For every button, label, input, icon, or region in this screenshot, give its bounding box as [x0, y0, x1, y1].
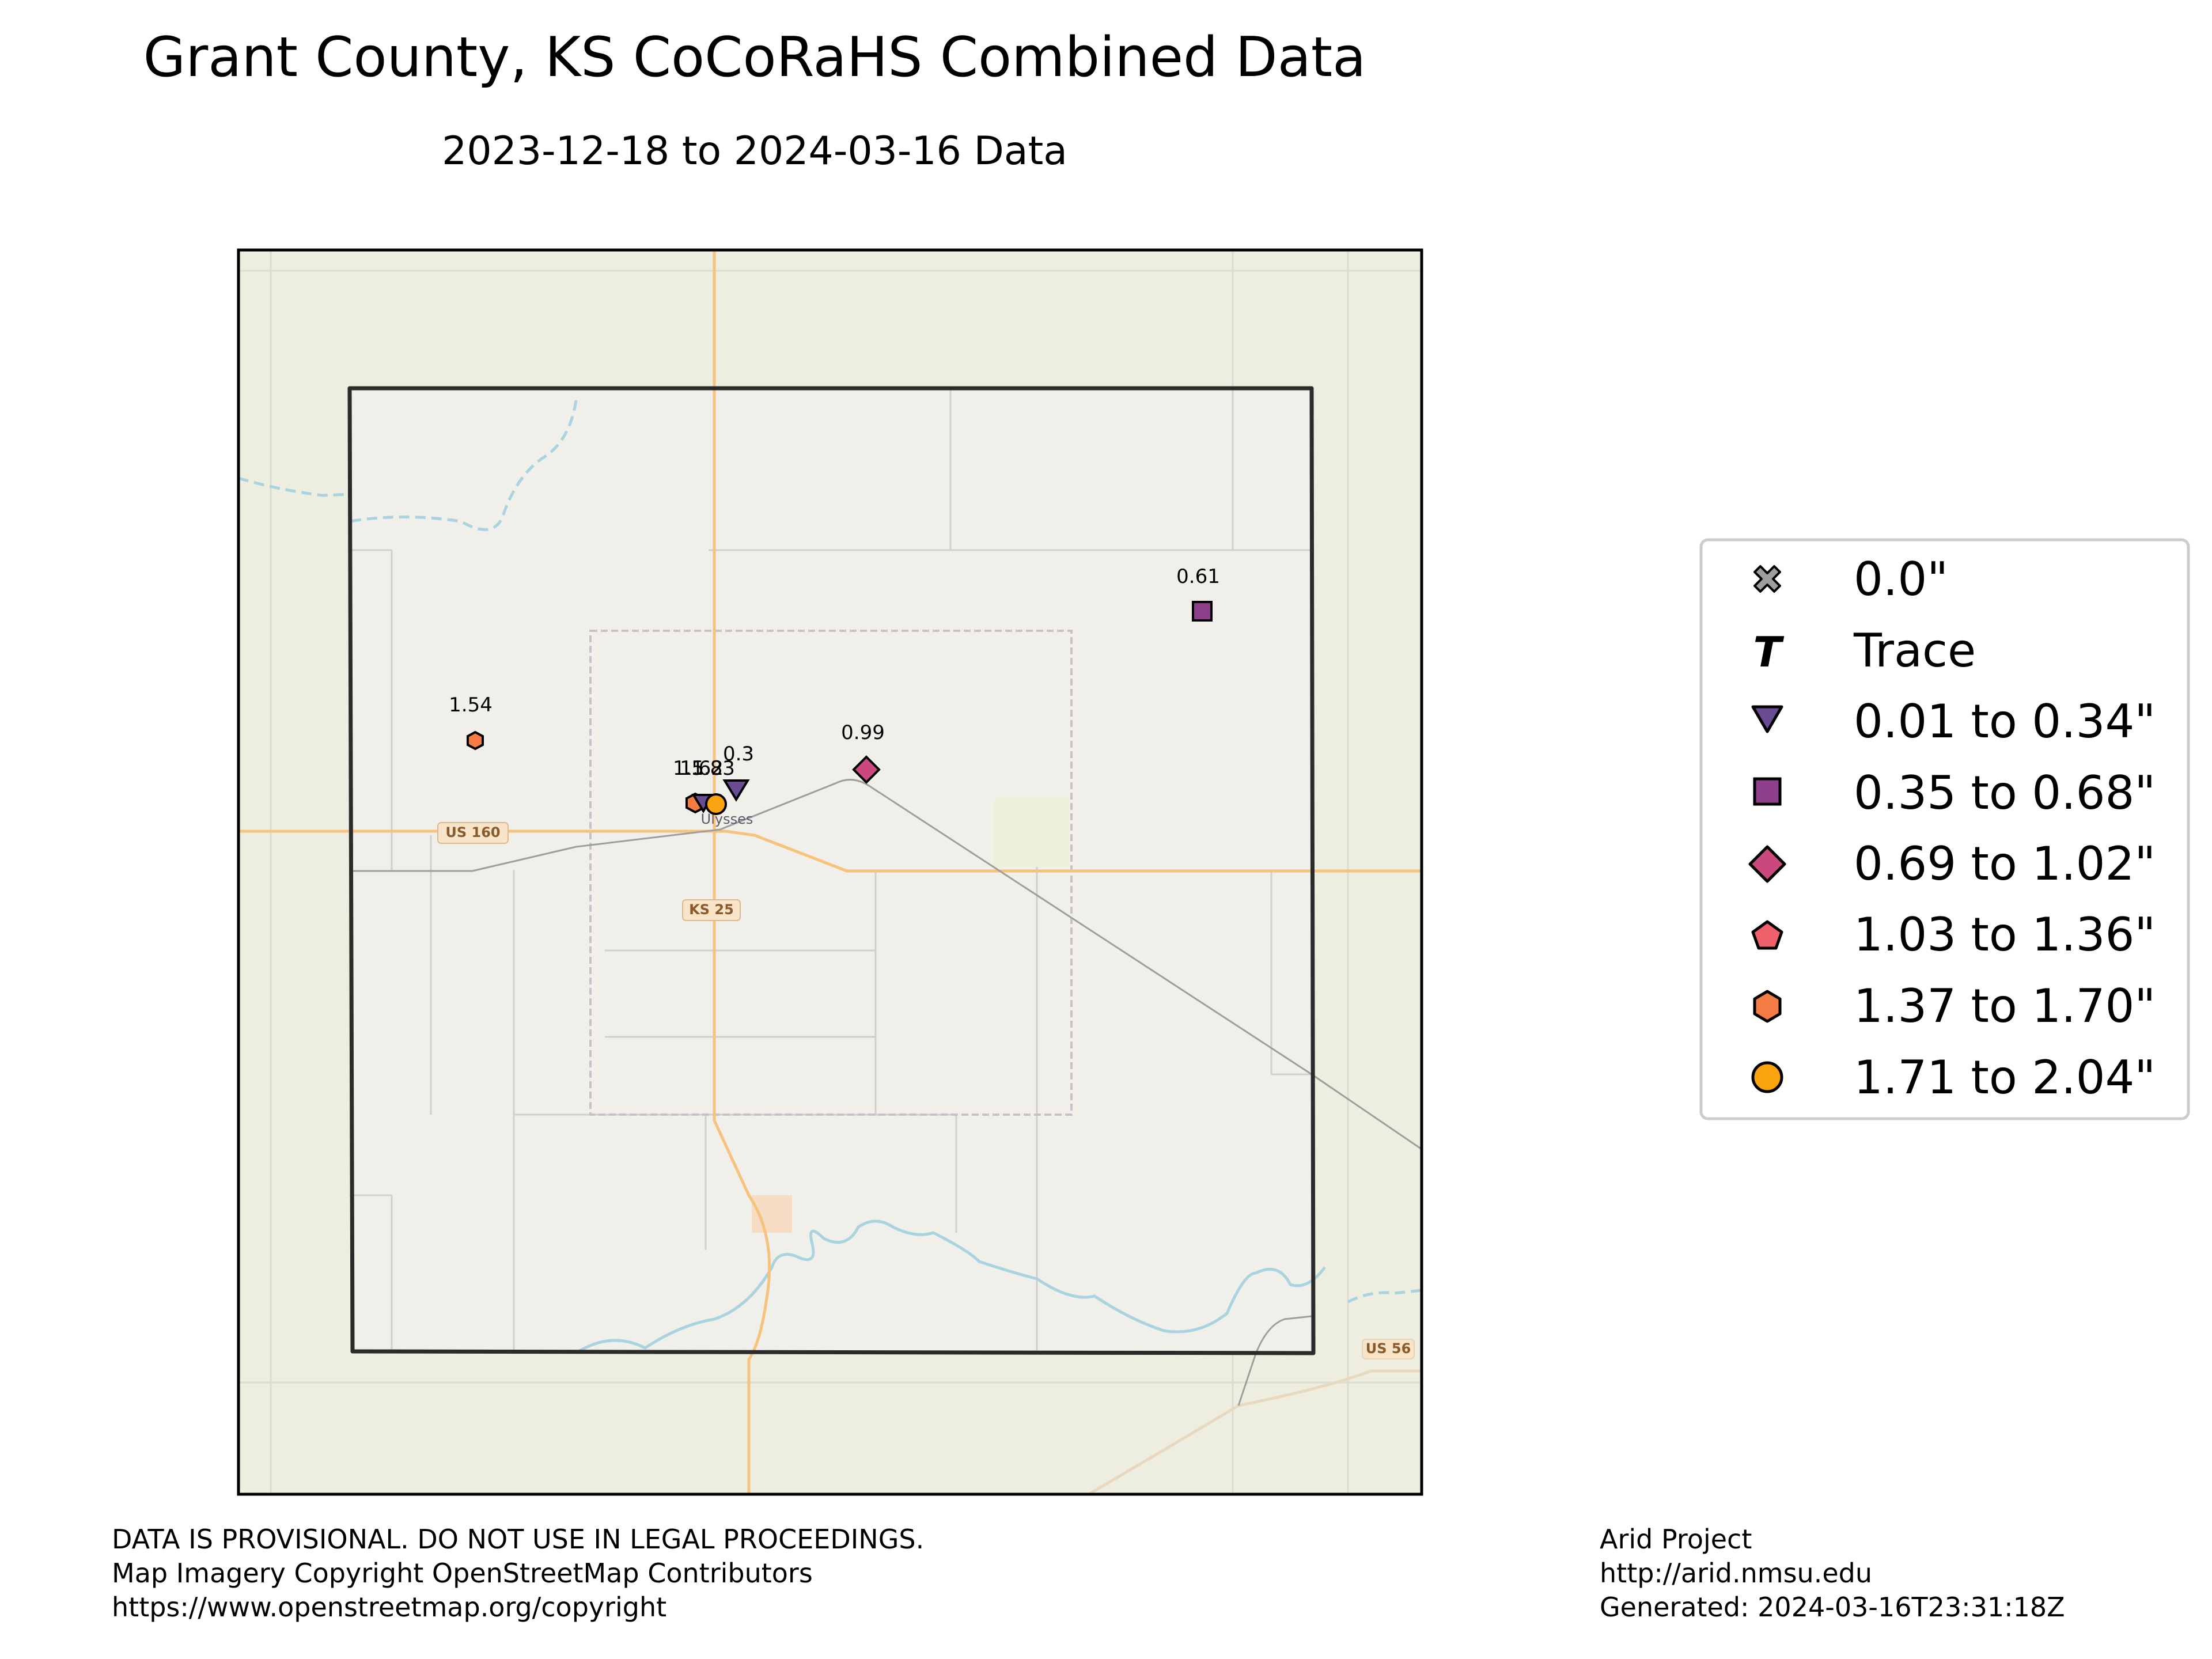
- x-icon: [1753, 565, 1781, 593]
- station-marker-triangle: 1.62: [680, 757, 724, 813]
- town-label: Ulysses: [701, 811, 753, 827]
- county-border: [347, 386, 1316, 1355]
- circle-icon: [1751, 1061, 1783, 1093]
- svg-text:KS 25: KS 25: [689, 902, 734, 918]
- legend-item: 0.0": [1753, 552, 1948, 606]
- page-title: Grant County, KS CoCoRaHS Combined Data: [143, 26, 1366, 89]
- project-name: Arid Project: [1600, 1524, 1752, 1555]
- svg-text:1.37 to 1.70": 1.37 to 1.70": [1854, 979, 2156, 1033]
- square-icon: [1753, 777, 1782, 806]
- city-boundary: [589, 630, 1073, 1116]
- major-roads: [238, 250, 1422, 1494]
- station-label: 1.62: [680, 757, 724, 780]
- map-frame: [237, 248, 1423, 1496]
- station-label: 0.99: [841, 721, 885, 744]
- us160-shield: US 160: [437, 822, 509, 844]
- legend: 0.0" T Trace 0.01 to 0.34" 0.35 to 0.68"…: [1699, 538, 2190, 1120]
- station-label: 1.54: [449, 694, 493, 717]
- legend-item: 0.01 to 0.34": [1751, 695, 2156, 748]
- station-marker-circle: 1.83: [691, 757, 735, 815]
- page-subtitle: 2023-12-18 to 2024-03-16 Data: [442, 128, 1067, 174]
- station-markers: 0.61 1.54 0.99 0.3 1.5 1.62 1.83: [449, 565, 1220, 815]
- svg-text:0.0": 0.0": [1854, 552, 1948, 606]
- project-link[interactable]: http://arid.nmsu.edu: [1600, 1558, 1872, 1589]
- station-marker-square: 0.61: [1176, 565, 1220, 622]
- legend-item: 1.71 to 2.04": [1751, 1051, 2156, 1104]
- park-area: [994, 798, 1069, 867]
- hexagon-icon: [1753, 990, 1782, 1023]
- copyright-text: Map Imagery Copyright OpenStreetMap Cont…: [112, 1558, 813, 1589]
- copyright-link[interactable]: https://www.openstreetmap.org/copyright: [112, 1592, 666, 1623]
- station-marker-hexagon: 1.54: [449, 694, 493, 751]
- svg-text:1.71 to 2.04": 1.71 to 2.04": [1854, 1051, 2156, 1104]
- station-label: 1.83: [691, 757, 735, 780]
- svg-text:1.03 to 1.36": 1.03 to 1.36": [1854, 908, 2156, 961]
- us56-shield: US 56: [1362, 1339, 1415, 1359]
- t-icon: T: [1753, 628, 1784, 676]
- svg-text:US 160: US 160: [445, 824, 500, 840]
- legend-item: T Trace: [1753, 624, 1976, 677]
- ks25-shield: KS 25: [682, 899, 741, 921]
- legend-item: 0.69 to 1.02": [1748, 837, 2156, 891]
- legend-item: 1.37 to 1.70": [1753, 979, 2156, 1033]
- generated-timestamp: Generated: 2024-03-16T23:31:18Z: [1600, 1592, 2065, 1623]
- station-marker-diamond: 0.99: [841, 721, 885, 784]
- legend-item: 0.35 to 0.68": [1753, 766, 2156, 820]
- svg-text:Trace: Trace: [1853, 624, 1976, 677]
- station-label: 0.3: [723, 743, 754, 766]
- disclaimer-text: DATA IS PROVISIONAL. DO NOT USE IN LEGAL…: [112, 1524, 924, 1555]
- legend-box: [1699, 538, 2190, 1120]
- minor-roads: [350, 388, 1312, 1353]
- streams: [238, 400, 1422, 1355]
- svg-text:0.35 to 0.68": 0.35 to 0.68": [1854, 766, 2156, 820]
- station-marker-triangle: 0.3: [722, 743, 754, 802]
- pentagon-icon: [1751, 920, 1783, 950]
- svg-text:0.01 to 0.34": 0.01 to 0.34": [1854, 695, 2156, 748]
- footer-right: Arid Project http://arid.nmsu.edu Genera…: [1600, 1524, 2065, 1623]
- svg-text:0.69 to 1.02": 0.69 to 1.02": [1854, 837, 2156, 891]
- triangle-down-icon: [1751, 705, 1783, 733]
- legend-item: 1.03 to 1.36": [1751, 908, 2156, 961]
- svg-text:US 56: US 56: [1366, 1340, 1411, 1357]
- station-label: 0.61: [1176, 565, 1220, 588]
- map-panel: US 160 KS 25 US 56 Ulysses: [237, 248, 1423, 1496]
- diamond-icon: [1748, 845, 1786, 883]
- footer-left: DATA IS PROVISIONAL. DO NOT USE IN LEGAL…: [112, 1524, 924, 1623]
- station-label: 1.5: [673, 757, 704, 780]
